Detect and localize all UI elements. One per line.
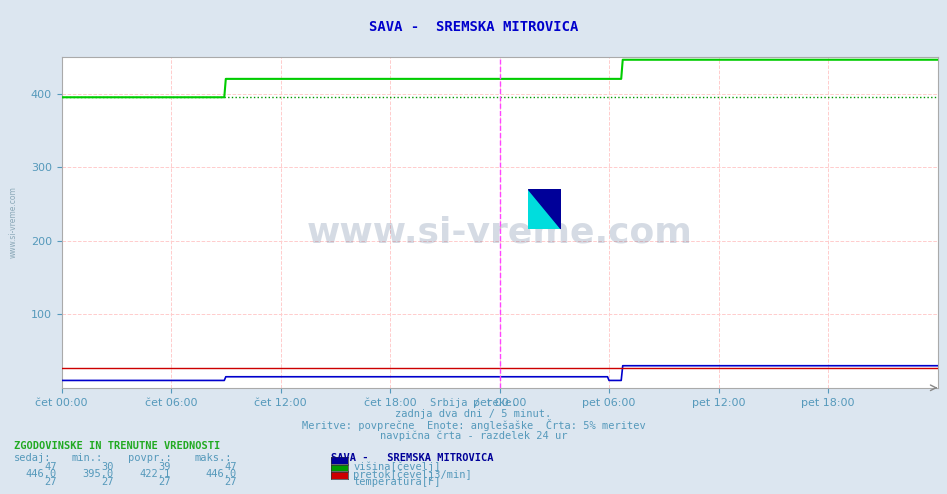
Text: 30: 30 (101, 462, 114, 472)
Text: ZGODOVINSKE IN TRENUTNE VREDNOSTI: ZGODOVINSKE IN TRENUTNE VREDNOSTI (14, 441, 221, 451)
Text: 446,0: 446,0 (205, 469, 237, 479)
Text: zadnja dva dni / 5 minut.: zadnja dva dni / 5 minut. (396, 409, 551, 418)
Text: pretok[čevelj3/min]: pretok[čevelj3/min] (353, 469, 472, 480)
Text: SAVA -   SREMSKA MITROVICA: SAVA - SREMSKA MITROVICA (331, 453, 494, 463)
Text: višina[čevelj]: višina[čevelj] (353, 462, 440, 472)
Text: 395,0: 395,0 (82, 469, 114, 479)
Text: 47: 47 (224, 462, 237, 472)
Text: 27: 27 (158, 477, 170, 487)
Text: 422,1: 422,1 (139, 469, 170, 479)
Text: 39: 39 (158, 462, 170, 472)
Text: maks.:: maks.: (194, 453, 232, 463)
Text: 27: 27 (45, 477, 57, 487)
Text: 47: 47 (45, 462, 57, 472)
Polygon shape (527, 189, 561, 229)
Text: povpr.:: povpr.: (128, 453, 171, 463)
Text: temperatura[F]: temperatura[F] (353, 477, 440, 487)
Text: Srbija / reke.: Srbija / reke. (430, 398, 517, 408)
Text: 446,0: 446,0 (26, 469, 57, 479)
Text: Meritve: povprečne  Enote: anglešaške  Črta: 5% meritev: Meritve: povprečne Enote: anglešaške Črt… (302, 419, 645, 431)
Text: SAVA -  SREMSKA MITROVICA: SAVA - SREMSKA MITROVICA (368, 20, 579, 34)
Text: 27: 27 (101, 477, 114, 487)
Text: www.si-vreme.com: www.si-vreme.com (9, 186, 18, 258)
Polygon shape (527, 189, 561, 229)
Text: www.si-vreme.com: www.si-vreme.com (307, 215, 692, 249)
Text: sedaj:: sedaj: (14, 453, 52, 463)
Text: 27: 27 (224, 477, 237, 487)
Text: min.:: min.: (71, 453, 102, 463)
Text: navpična črta - razdelek 24 ur: navpična črta - razdelek 24 ur (380, 430, 567, 441)
